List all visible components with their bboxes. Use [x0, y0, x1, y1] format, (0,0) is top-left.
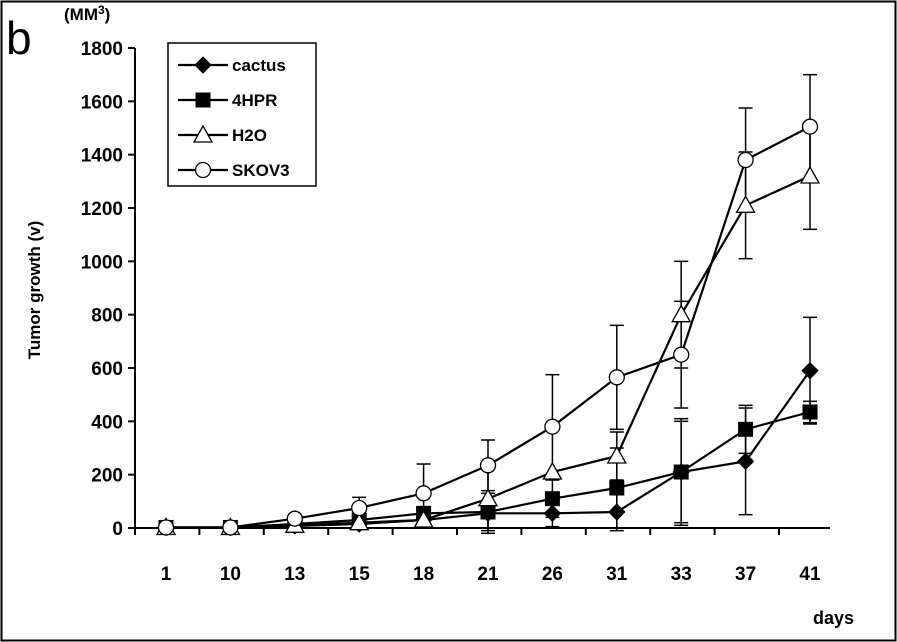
y-tick-label: 400: [91, 412, 123, 433]
legend-entry-h2o: H2O: [178, 124, 267, 145]
point-skov3: [544, 418, 561, 435]
point-skov3: [157, 519, 175, 536]
panel-label: b: [6, 12, 32, 64]
legend-label-skov3: SKOV3: [232, 161, 290, 180]
x-tick-label: 37: [735, 564, 756, 585]
legend-label-cactus: cactus: [232, 56, 286, 75]
point-h2o: [606, 445, 627, 464]
unit-label-close: ): [105, 5, 111, 24]
point-4hpr: [738, 421, 754, 437]
point-skov3: [415, 485, 432, 502]
point-h2o: [799, 165, 821, 184]
legend-label-h2o: H2O: [232, 126, 267, 145]
y-tick-label: 800: [91, 306, 123, 327]
x-tick-label: 18: [413, 564, 434, 585]
point-skov3: [737, 151, 754, 169]
y-tick-label: 1600: [81, 92, 123, 113]
point-skov3: [222, 519, 239, 536]
x-tick-label: 26: [542, 564, 563, 585]
legend-marker-skov3: [194, 161, 212, 179]
point-4hpr: [609, 480, 625, 496]
x-tick-label: 15: [349, 564, 371, 585]
x-axis-label: days: [813, 608, 854, 628]
series-markers: [155, 118, 821, 537]
point-h2o: [735, 195, 756, 213]
x-tick-label: 1: [161, 564, 172, 585]
y-tick-label: 200: [91, 466, 123, 487]
legend-marker-4hpr: [195, 92, 211, 108]
legend-entry-cactus: cactus: [178, 56, 286, 75]
unit-label-base: (MM: [64, 5, 98, 24]
point-4hpr: [802, 404, 818, 420]
point-cactus: [608, 503, 626, 521]
x-tick-label: 33: [671, 564, 692, 585]
point-cactus: [801, 361, 819, 380]
legend-box: [167, 42, 317, 187]
legend-marker-h2o: [192, 124, 214, 143]
unit-label-sup: 3: [98, 3, 105, 17]
point-4hpr: [480, 504, 496, 520]
point-h2o: [349, 512, 370, 531]
unit-label: (MM3): [64, 3, 110, 24]
x-tick-label: 31: [606, 564, 628, 585]
y-tick-label: 1400: [81, 146, 123, 167]
y-axis-label: Tumor growth (v): [25, 221, 44, 360]
legend-entry-4hpr: 4HPR: [178, 91, 277, 110]
point-h2o: [542, 461, 563, 480]
point-skov3: [351, 499, 368, 517]
point-skov3: [479, 457, 497, 474]
point-cactus: [543, 504, 562, 523]
legend-entry-skov3: SKOV3: [178, 161, 290, 180]
y-tick-label: 1800: [81, 39, 123, 60]
point-skov3: [673, 346, 690, 363]
point-skov3: [286, 510, 303, 527]
point-4hpr: [673, 464, 689, 480]
point-h2o: [477, 488, 499, 507]
legend: cactus 4HPR H2O SKOV3: [167, 42, 317, 187]
x-tick-label: 21: [477, 564, 499, 585]
x-tick-label: 13: [284, 564, 305, 585]
point-skov3: [608, 369, 625, 386]
point-h2o: [671, 304, 692, 323]
point-cactus: [736, 452, 755, 471]
x-tick-label: 10: [220, 564, 241, 585]
axes: 0 200 400 600 800 1000 1200 1400 1600 1800 1 10 13 15…: [81, 39, 830, 585]
x-tick-label: 41: [799, 564, 821, 585]
legend-label-4hpr: 4HPR: [232, 91, 277, 110]
point-4hpr: [544, 491, 560, 507]
y-tick-label: 600: [91, 359, 123, 380]
y-tick-label: 1200: [81, 199, 123, 220]
point-skov3: [801, 118, 819, 135]
y-tick-label: 1000: [81, 252, 123, 273]
legend-marker-cactus: [194, 56, 212, 74]
y-tick-label: 0: [112, 519, 123, 540]
point-h2o: [413, 509, 434, 528]
